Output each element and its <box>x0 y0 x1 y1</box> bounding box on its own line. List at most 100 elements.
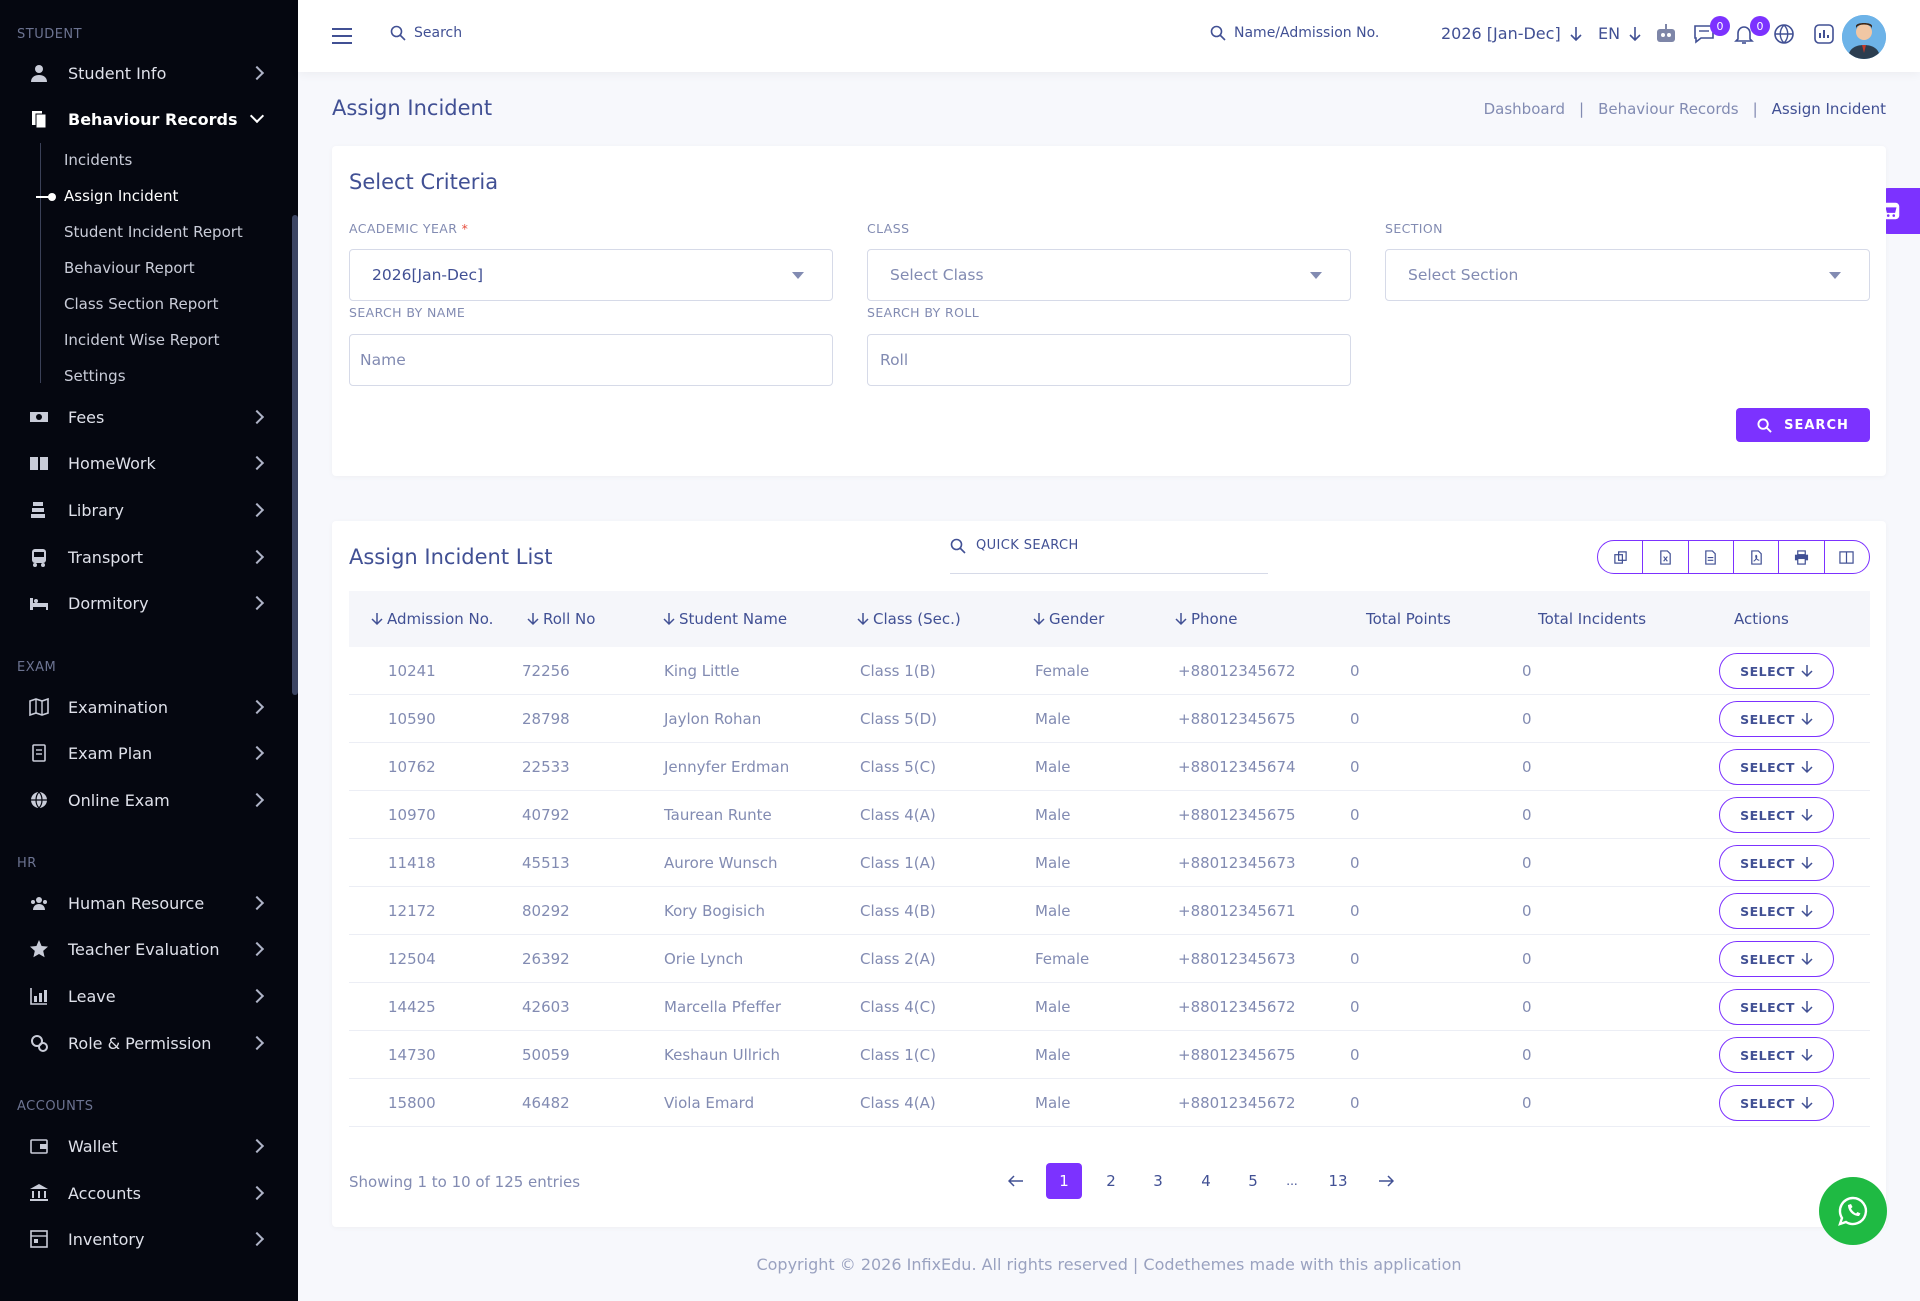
th-points[interactable]: Total Points <box>1366 610 1451 628</box>
th-roll[interactable]: Roll No <box>527 610 595 628</box>
csv-button[interactable] <box>1689 541 1734 573</box>
sidebar-sub-incident-wise-report[interactable]: Incident Wise Report <box>64 331 220 349</box>
pagination-page-1[interactable]: 1 <box>1046 1163 1082 1199</box>
sidebar-item-homework[interactable]: HomeWork <box>0 443 290 483</box>
select-label: SELECT <box>1740 999 1795 1015</box>
cell-gender: Female <box>1035 950 1090 968</box>
cell-roll: 40792 <box>522 806 570 824</box>
analytics-icon[interactable] <box>1810 20 1838 48</box>
cell-points: 0 <box>1350 758 1360 776</box>
quick-search-input[interactable]: QUICK SEARCH <box>950 538 1268 574</box>
sidebar-item-accounts[interactable]: Accounts <box>0 1173 290 1213</box>
sidebar-item-role-permission[interactable]: Role & Permission <box>0 1023 290 1063</box>
sidebar-item-examination[interactable]: Examination <box>0 687 290 727</box>
avatar[interactable] <box>1842 15 1886 59</box>
sidebar-item-student-info[interactable]: Student Info <box>0 53 290 93</box>
sidebar-item-human-resource[interactable]: Human Resource <box>0 883 290 923</box>
sidebar-item-teacher-evaluation[interactable]: Teacher Evaluation <box>0 929 290 969</box>
class-select[interactable]: Select Class <box>867 249 1351 301</box>
select-button[interactable]: SELECT <box>1719 1037 1834 1073</box>
pagination-next[interactable] <box>1374 1163 1398 1199</box>
class-label: CLASS <box>867 221 910 236</box>
sidebar-item-library[interactable]: Library <box>0 490 290 530</box>
section-select[interactable]: Select Section <box>1385 249 1870 301</box>
sidebar-item-exam-plan[interactable]: Exam Plan <box>0 733 290 773</box>
bell-icon[interactable]: 0 <box>1730 16 1770 48</box>
th-incidents[interactable]: Total Incidents <box>1538 610 1647 628</box>
name-input[interactable]: Name <box>349 334 833 386</box>
select-button[interactable]: SELECT <box>1719 893 1834 929</box>
header-search[interactable]: Search <box>390 25 462 41</box>
pagination-prev[interactable] <box>1004 1163 1028 1199</box>
select-button[interactable]: SELECT <box>1719 989 1834 1025</box>
search-button[interactable]: SEARCH <box>1736 408 1870 442</box>
robot-icon[interactable] <box>1652 20 1680 48</box>
menu-toggle-icon[interactable] <box>332 28 352 44</box>
sidebar-item-behaviour-records[interactable]: Behaviour Records <box>0 99 290 139</box>
pagination-page-3[interactable]: 3 <box>1153 1172 1163 1190</box>
cell-incidents: 0 <box>1522 758 1532 776</box>
roll-input[interactable]: Roll <box>867 334 1351 386</box>
sidebar-item-fees[interactable]: Fees <box>0 397 290 437</box>
header-search-label: Search <box>414 25 463 41</box>
th-class[interactable]: Class (Sec.) <box>857 610 961 628</box>
th-name[interactable]: Student Name <box>663 610 787 628</box>
sidebar-item-label: Student Info <box>68 63 167 83</box>
th-label: Student Name <box>679 610 788 628</box>
sidebar-item-leave[interactable]: Leave <box>0 976 290 1016</box>
pdf-button[interactable] <box>1734 541 1780 573</box>
th-gender[interactable]: Gender <box>1033 610 1104 628</box>
chat-icon[interactable]: 0 <box>1690 16 1730 48</box>
pagination-page-4[interactable]: 4 <box>1201 1172 1211 1190</box>
sidebar-section-accounts: ACCOUNTS <box>17 1099 94 1114</box>
columns-button[interactable] <box>1825 541 1869 573</box>
select-button[interactable]: SELECT <box>1719 941 1834 977</box>
language-selector[interactable]: EN <box>1598 24 1642 43</box>
name-admission-search[interactable]: Name/Admission No. <box>1210 25 1379 41</box>
sidebar-item-online-exam[interactable]: Online Exam <box>0 780 290 820</box>
sidebar-sub-assign-incident[interactable]: Assign Incident <box>64 187 179 205</box>
pdf-icon <box>1750 549 1762 565</box>
copy-button[interactable] <box>1598 541 1644 573</box>
breadcrumb-behaviour-records[interactable]: Behaviour Records <box>1598 100 1739 118</box>
globe-icon[interactable] <box>1770 20 1798 48</box>
sidebar-sub-behaviour-report[interactable]: Behaviour Report <box>64 259 195 277</box>
pagination-page-2[interactable]: 2 <box>1106 1172 1116 1190</box>
sidebar-item-wallet[interactable]: Wallet <box>0 1126 290 1166</box>
select-button[interactable]: SELECT <box>1719 845 1834 881</box>
th-actions: Actions <box>1734 610 1789 628</box>
wallet-icon <box>28 1135 50 1157</box>
cell-incidents: 0 <box>1522 998 1532 1016</box>
breadcrumb-dashboard[interactable]: Dashboard <box>1483 100 1565 118</box>
select-button[interactable]: SELECT <box>1719 1085 1834 1121</box>
search-button-label: SEARCH <box>1784 417 1849 433</box>
sidebar-item-inventory[interactable]: Inventory <box>0 1219 290 1259</box>
pagination-page-5[interactable]: 5 <box>1248 1172 1258 1190</box>
select-button[interactable]: SELECT <box>1719 653 1834 689</box>
sidebar-item-transport[interactable]: Transport <box>0 537 290 577</box>
sidebar-scrollbar[interactable] <box>292 215 298 695</box>
sidebar-item-dormitory[interactable]: Dormitory <box>0 583 290 623</box>
cell-gender: Male <box>1035 902 1071 920</box>
academic-year-select[interactable]: 2026[Jan-Dec] <box>349 249 833 301</box>
th-admission[interactable]: Admission No. <box>371 610 493 628</box>
pagination-page-last[interactable]: 13 <box>1328 1172 1348 1190</box>
breadcrumb: Dashboard | Behaviour Records | Assign I… <box>1484 100 1886 118</box>
excel-button[interactable] <box>1643 541 1689 573</box>
sidebar-sub-incidents[interactable]: Incidents <box>64 151 133 169</box>
select-button[interactable]: SELECT <box>1719 749 1834 785</box>
sidebar-sub-student-incident-report[interactable]: Student Incident Report <box>64 223 243 241</box>
table-row: 14425 42603 Marcella Pfeffer Class 4(C) Male… <box>349 983 1870 1031</box>
sidebar-sub-settings[interactable]: Settings <box>64 367 126 385</box>
th-phone[interactable]: Phone <box>1175 610 1237 628</box>
whatsapp-button[interactable] <box>1819 1177 1887 1245</box>
submenu-line <box>40 143 41 383</box>
print-button[interactable] <box>1779 541 1825 573</box>
cell-points: 0 <box>1350 710 1360 728</box>
sidebar-sub-class-section-report[interactable]: Class Section Report <box>64 295 219 313</box>
select-button[interactable]: SELECT <box>1719 701 1834 737</box>
select-label: SELECT <box>1740 855 1795 871</box>
table-row: 14730 50059 Keshaun Ullrich Class 1(C) Male +… <box>349 1031 1870 1079</box>
select-button[interactable]: SELECT <box>1719 797 1834 833</box>
year-selector[interactable]: 2026 [Jan-Dec] <box>1441 24 1583 43</box>
